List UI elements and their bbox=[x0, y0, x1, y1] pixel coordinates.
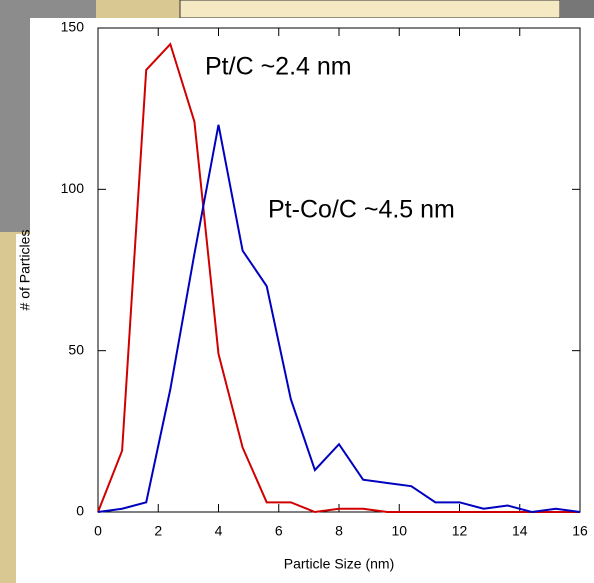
x-axis-label: Particle Size (nm) bbox=[284, 556, 394, 572]
x-tick-label: 2 bbox=[154, 523, 162, 539]
x-tick-label: 4 bbox=[215, 523, 223, 539]
x-tick-label: 12 bbox=[452, 523, 468, 539]
series-line bbox=[97, 42, 580, 514]
frame-box bbox=[179, 0, 561, 19]
x-tick-label: 6 bbox=[275, 523, 283, 539]
series-label: Pt-Co/C ~4.5 nm bbox=[268, 196, 455, 224]
x-tick-label: 0 bbox=[94, 523, 102, 539]
x-tick-label: 10 bbox=[391, 523, 407, 539]
y-axis-label: # of Particles bbox=[17, 230, 33, 311]
x-tick-label: 14 bbox=[512, 523, 528, 539]
series-label: Pt/C ~2.4 nm bbox=[205, 53, 352, 81]
plot-frame bbox=[97, 27, 581, 513]
x-tick-label: 8 bbox=[335, 523, 343, 539]
panel bbox=[30, 18, 594, 583]
x-tick-label: 16 bbox=[572, 523, 588, 539]
y-tick-label: 50 bbox=[68, 341, 84, 357]
series-line bbox=[97, 124, 581, 514]
y-tick-label: 100 bbox=[61, 180, 85, 196]
y-tick-label: 0 bbox=[76, 503, 84, 519]
y-tick-label: 150 bbox=[61, 19, 85, 35]
